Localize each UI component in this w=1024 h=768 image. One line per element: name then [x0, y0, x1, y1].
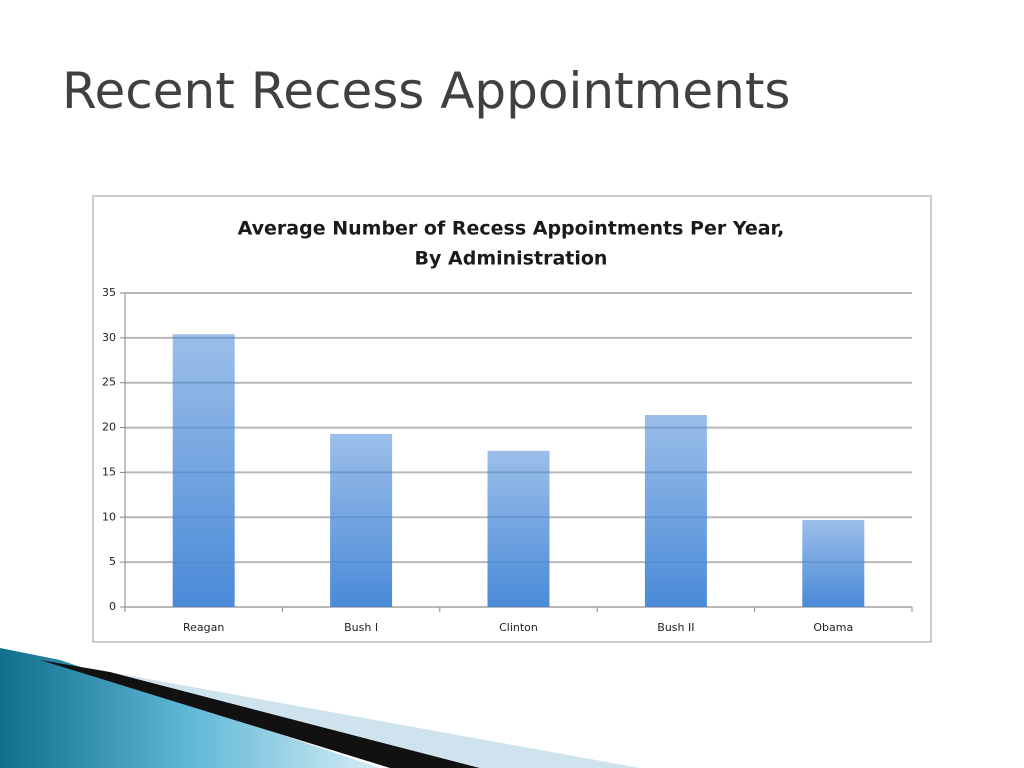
- bar: [330, 433, 393, 607]
- y-tick-label: 30: [102, 331, 116, 344]
- y-tick-label: 20: [102, 421, 116, 434]
- y-tick-label: 10: [102, 510, 116, 523]
- x-tick-label: Clinton: [499, 621, 538, 634]
- decoration: [0, 648, 640, 768]
- y-tick-label: 0: [109, 600, 116, 613]
- bar: [172, 334, 235, 607]
- bar: [802, 519, 865, 607]
- y-tick-label: 25: [102, 376, 116, 389]
- x-tick-label: Reagan: [183, 621, 224, 634]
- swoosh-light: [110, 672, 640, 768]
- swoosh: [0, 648, 380, 768]
- y-tick-label: 35: [102, 286, 116, 299]
- y-tick-label: 5: [109, 555, 116, 568]
- x-tick-label: Bush II: [657, 621, 694, 634]
- plot: 0 5 10 15 20 25 30 35 Reagan Bush I Clinton Bush II…: [102, 286, 913, 634]
- slide-title: Recent Recess Appointments: [62, 62, 790, 120]
- swoosh-dark: [40, 660, 480, 768]
- bar: [644, 415, 707, 607]
- chart-title: Average Number of Recess Appointments Pe…: [238, 218, 785, 240]
- chart-subtitle: By Administration: [415, 248, 608, 270]
- x-tick-label: Bush I: [344, 621, 378, 634]
- y-tick-label: 15: [102, 465, 116, 478]
- x-tick-label: Obama: [813, 621, 853, 634]
- bar: [487, 450, 550, 607]
